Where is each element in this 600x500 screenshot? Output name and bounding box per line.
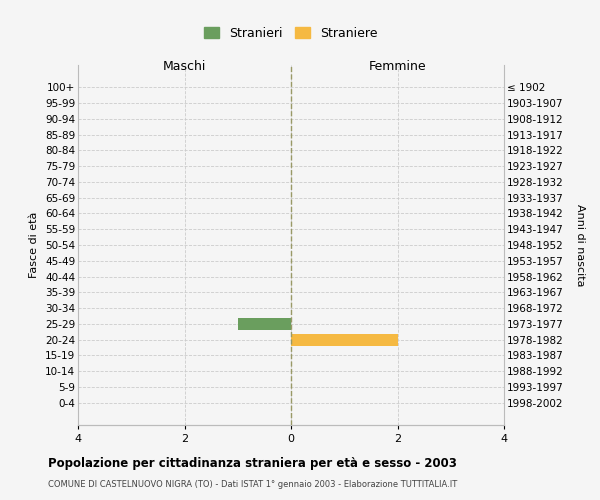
Text: Popolazione per cittadinanza straniera per età e sesso - 2003: Popolazione per cittadinanza straniera p…	[48, 458, 457, 470]
Y-axis label: Anni di nascita: Anni di nascita	[575, 204, 584, 286]
Text: Femmine: Femmine	[368, 60, 427, 73]
Text: COMUNE DI CASTELNUOVO NIGRA (TO) - Dati ISTAT 1° gennaio 2003 - Elaborazione TUT: COMUNE DI CASTELNUOVO NIGRA (TO) - Dati …	[48, 480, 457, 489]
Legend: Stranieri, Straniere: Stranieri, Straniere	[199, 22, 383, 45]
Y-axis label: Fasce di età: Fasce di età	[29, 212, 40, 278]
Bar	[238, 318, 291, 330]
Text: Maschi: Maschi	[163, 60, 206, 73]
Bar	[291, 334, 398, 345]
